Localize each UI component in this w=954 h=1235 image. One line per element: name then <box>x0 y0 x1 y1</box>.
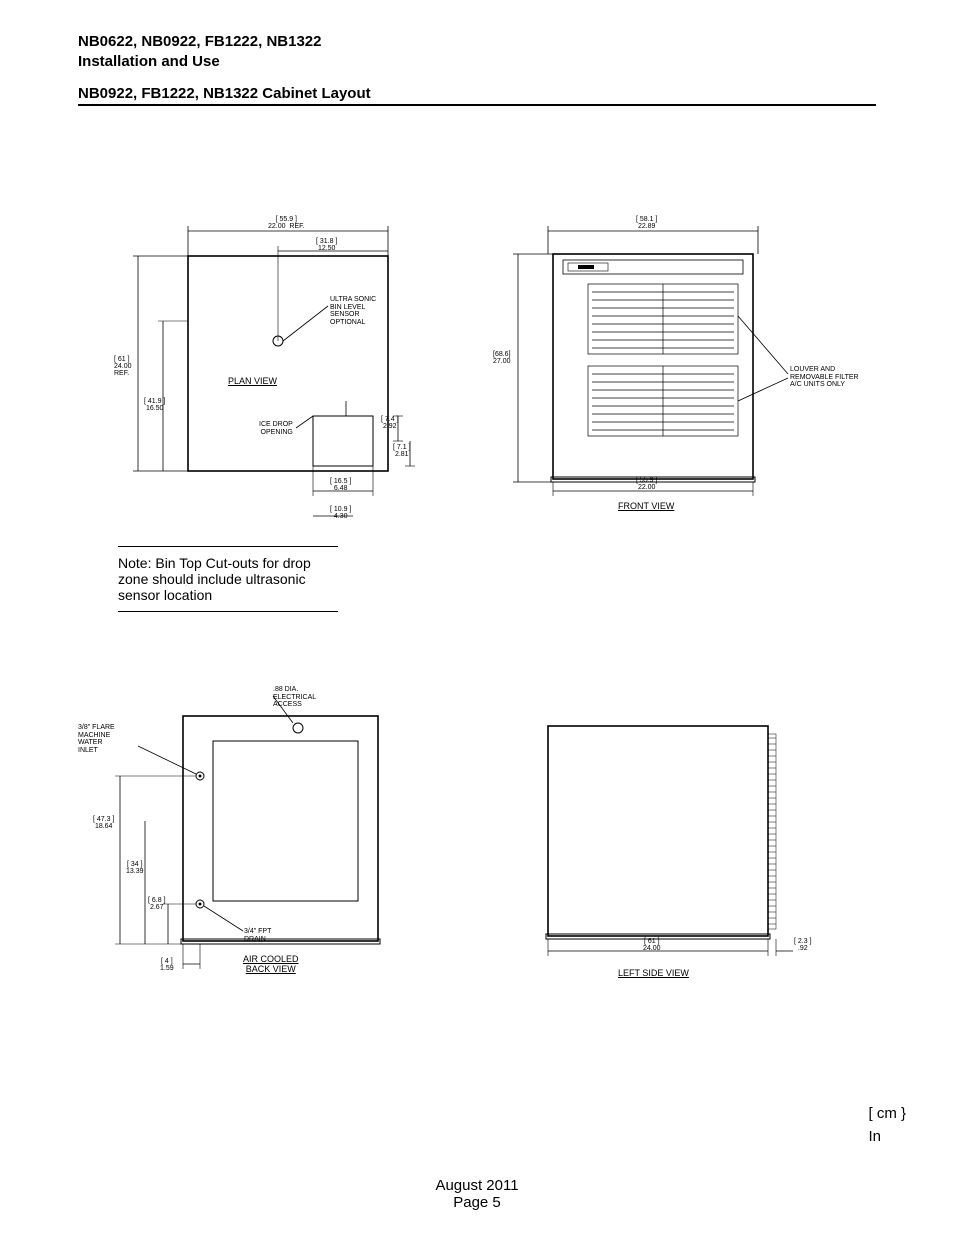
side-view-label: LEFT SIDE VIEW <box>618 968 689 978</box>
front-view: [ 58.1 ]22.89 [68.6]27.00 [ 55.9 ]22.00 … <box>488 216 858 536</box>
dim-drop-off: [ 10.9 ]4.30 <box>330 506 351 520</box>
diagram-area: [ 55.9 ]22.00 REF. [ 31.8 ]12.50 ULTRA S… <box>78 106 876 1046</box>
back-view: .88 DIA. ELECTRICAL ACCESS 3/8" FLARE MA… <box>78 686 398 996</box>
dim-r1: [ 7.4 ]2.92 <box>381 416 399 430</box>
dim-fv-h: [68.6]27.00 <box>493 351 511 365</box>
plan-view: [ 55.9 ]22.00 REF. [ 31.8 ]12.50 ULTRA S… <box>98 216 418 536</box>
note-box: Note: Bin Top Cut-outs for drop zone sho… <box>118 546 338 612</box>
dim-fv-wtop: [ 58.1 ]22.89 <box>636 216 657 230</box>
sensor-callout: ULTRA SONIC BIN LEVEL SENSOR OPTIONAL <box>330 296 376 327</box>
louver-callout: LOUVER AND REMOVABLE FILTER A/C UNITS ON… <box>790 366 859 389</box>
dim-r2: [ 7.1 ]2.81 <box>393 444 411 458</box>
dim-w-top: [ 55.9 ]22.00 REF. <box>268 216 305 230</box>
dim-h-left: [ 61 ]24.00REF. <box>114 356 132 377</box>
dim-bv-h2: [ 34 ]13.39 <box>126 861 144 875</box>
plan-view-label: PLAN VIEW <box>228 376 277 386</box>
inlet-callout: 3/8" FLARE MACHINE WATER INLET <box>78 724 115 755</box>
section-title: NB0922, FB1222, NB1322 Cabinet Layout <box>78 85 876 106</box>
dim-bv-off: [ 4 ]1.59 <box>160 958 174 972</box>
drain-callout: 3/4" FPT DRAIN <box>244 928 271 943</box>
dim-bv-h1: [ 47.3 ]18.64 <box>93 816 114 830</box>
dim-sv-w: [ 61 ]24.00 <box>643 938 661 952</box>
drop-callout: ICE DROP OPENING <box>259 421 293 436</box>
dim-h-left2: [ 41.9 ]16.50 <box>144 398 165 412</box>
elec-callout: .88 DIA. ELECTRICAL ACCESS <box>273 686 316 709</box>
dim-fv-wbot: [ 55.9 ]22.00 <box>636 477 657 491</box>
dim-bv-h3: [ 6.8 ]2.67 <box>148 897 166 911</box>
front-view-label: FRONT VIEW <box>618 501 674 511</box>
dim-w-sub: [ 31.8 ]12.50 <box>316 238 337 252</box>
back-view-label: AIR COOLED BACK VIEW <box>243 954 299 974</box>
dim-sv-r: [ 2.3 ].92 <box>794 938 812 952</box>
units-legend: [ cm } In <box>868 1105 906 1145</box>
doc-title: NB0622, NB0922, FB1222, NB1322 Installat… <box>78 32 876 71</box>
footer: August 2011 Page 5 <box>0 1177 954 1211</box>
side-view: placeholder <box>508 706 848 1006</box>
dim-drop-w: [ 16.5 ]6.48 <box>330 478 351 492</box>
